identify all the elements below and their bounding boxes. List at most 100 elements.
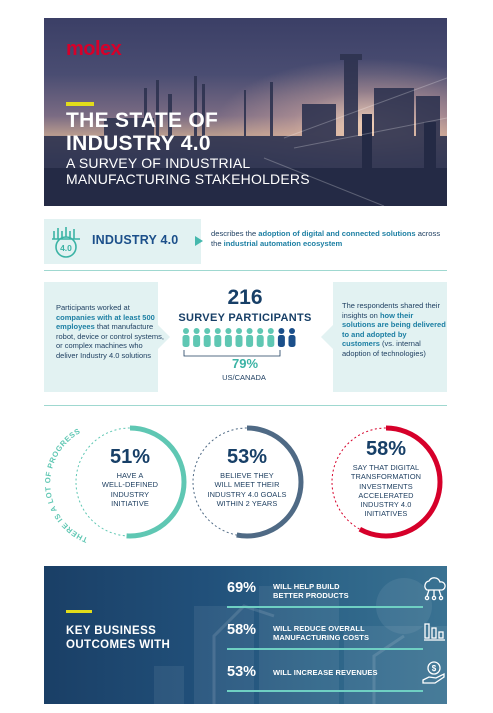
title-line-2: INDUSTRY 4.0: [66, 132, 211, 155]
progress-arc-label: THERE IS A LOT OF PROGRESS: [44, 426, 88, 544]
outcome-1-pct: 69%: [227, 580, 257, 596]
stat-1-value: 51%: [109, 446, 151, 468]
participants-text-2: that manufacture robot, device or contro…: [56, 322, 164, 360]
stat-3-line-4: ACCELERATED: [358, 490, 414, 500]
definition-bold-2: industrial automation ecosystem: [223, 239, 343, 248]
factory-icon-text: 4.0: [60, 243, 72, 253]
person-icon: [235, 328, 243, 347]
survey-section: Participants worked at companies with at…: [44, 282, 447, 392]
stat-2-caption: BELIEVE THEY WILL MEET THEIR INDUSTRY 4.…: [199, 471, 295, 508]
outcome-1-text: WILL HELP BUILD BETTER PRODUCTS: [273, 582, 413, 600]
participants-text-1: Participants worked at: [56, 303, 130, 312]
key-outcomes-panel: KEY BUSINESS OUTCOMES WITH 69% WILL HELP…: [44, 566, 447, 704]
molex-logo: molex: [66, 38, 122, 60]
stat-3-line-2: TRANSFORMATION: [350, 472, 422, 482]
outcomes-heading-line-1: KEY BUSINESS: [66, 625, 157, 637]
divider-1: [44, 270, 447, 271]
participants-box: [44, 282, 158, 392]
stat-3-line-5: INDUSTRY 4.0: [360, 500, 412, 510]
insights-box-pointer: [321, 325, 333, 349]
outcome-3-line-1: WILL INCREASE REVENUES: [273, 668, 378, 677]
ring-3-progress: [329, 425, 443, 539]
participants-text-bold: companies with at least 500 employees: [56, 312, 155, 332]
insights-text-1: The respondents shared their insights on: [342, 301, 440, 320]
outcome-2-line-1: WILL REDUCE OVERALL: [273, 624, 365, 633]
person-icon: [267, 328, 275, 347]
stat-1-line-2: WELL-DEFINED: [101, 480, 159, 490]
stat-3-value: 58%: [365, 438, 407, 460]
stat-3-line-3: INVESTMENTS: [359, 481, 413, 491]
person-icon: [203, 328, 211, 347]
industry-definition-text: describes the adoption of digital and co…: [211, 229, 451, 249]
cloud-network-icon: [424, 577, 446, 601]
stat-2-line-1: BELIEVE THEY: [220, 471, 274, 480]
region-label: US/CANADA: [222, 373, 266, 382]
outcome-3-underline: [227, 690, 423, 692]
stat-1-line-1: HAVE A: [116, 471, 144, 480]
participant-count: 216: [227, 286, 263, 309]
participants-people-icons: [182, 328, 296, 347]
falling-bar-chart-icon: [424, 623, 445, 641]
insights-box: [333, 282, 447, 392]
stat-1-line-3: INDUSTRY: [110, 489, 150, 499]
subtitle-line-2: MANUFACTURING STAKEHOLDERS: [66, 171, 310, 187]
definition-text-1: describes the: [211, 229, 259, 238]
outcomes-heading-line-2: OUTCOMES WITH: [66, 639, 171, 651]
ring-chart-1: [73, 425, 187, 539]
participant-count-label: SURVEY PARTICIPANTS: [178, 312, 312, 324]
outcome-3-pct: 53%: [227, 664, 257, 680]
definition-text-2: across the: [211, 229, 441, 248]
title-line-1: THE STATE OF: [66, 109, 219, 132]
title-accent-bar: [66, 102, 94, 106]
stat-2-line-2: WILL MEET THEIR: [214, 480, 280, 490]
insights-text-bold: how their solutions are being delivered …: [342, 310, 446, 349]
region-bracket: [183, 350, 281, 357]
person-icon: [277, 328, 285, 347]
outcome-item-2: 58% WILL REDUCE OVERALL MANUFACTURING CO…: [227, 622, 447, 650]
stat-1-line-4: INITIATIVE: [111, 498, 149, 508]
outcome-2-underline: [227, 648, 423, 650]
outcome-1-underline: [227, 606, 423, 608]
ring-2-progress: [190, 425, 304, 539]
outcome-2-pct: 58%: [227, 622, 257, 638]
outcomes-accent-bar: [66, 610, 92, 613]
outcome-2-line-2: MANUFACTURING COSTS: [273, 633, 370, 642]
person-icon: [182, 328, 190, 347]
outcome-1-line-2: BETTER PRODUCTS: [273, 591, 349, 600]
industry-label: INDUSTRY 4.0: [92, 233, 179, 247]
page-title: THE STATE OF INDUSTRY 4.0: [66, 109, 218, 155]
stat-3-line-1: SAY THAT DIGITAL: [352, 463, 420, 472]
insights-text: The respondents shared their insights on…: [342, 301, 446, 359]
person-icon: [214, 328, 222, 347]
outcome-1-line-1: WILL HELP BUILD: [273, 582, 340, 591]
stat-2-line-4: WITHIN 2 YEARS: [216, 498, 278, 508]
industrial-skyline-image: [44, 54, 447, 206]
insights-text-2: (vs. internal adoption of technologies): [342, 339, 426, 358]
play-arrow-icon: [195, 236, 203, 246]
divider-2: [44, 405, 447, 406]
stat-3-caption: SAY THAT DIGITAL TRANSFORMATION INVESTME…: [338, 463, 434, 519]
outcome-3-text: WILL INCREASE REVENUES: [273, 668, 413, 677]
stat-1-caption: HAVE A WELL-DEFINED INDUSTRY INITIATIVE: [82, 471, 178, 508]
outcome-item-3: 53% WILL INCREASE REVENUES $: [227, 661, 447, 692]
subtitle-line-1: A SURVEY OF INDUSTRIAL: [66, 155, 251, 171]
person-icon: [193, 328, 201, 347]
outcomes-heading: KEY BUSINESS OUTCOMES WITH: [66, 624, 170, 652]
participants-box-pointer: [158, 325, 170, 349]
participants-text: Participants worked at companies with at…: [56, 303, 164, 361]
outcome-item-1: 69% WILL HELP BUILD BETTER PRODUCTS: [227, 577, 447, 608]
industry-definition-row: 4.0 INDUSTRY 4.0 describes the adoption …: [44, 219, 447, 264]
person-icon: [224, 328, 232, 347]
stat-3-line-6: INITIATIVES: [364, 509, 408, 519]
stat-2-value: 53%: [226, 446, 268, 468]
definition-bold-1: adoption of digital and connected soluti…: [258, 229, 416, 238]
stat-2-line-3: INDUSTRY 4.0 GOALS: [207, 489, 287, 499]
person-icon: [246, 328, 254, 347]
region-percentage: 79%: [231, 356, 259, 371]
ring-1-progress: [73, 425, 187, 539]
progress-stats: THERE IS A LOT OF PROGRESS 51% HAVE A WE…: [44, 420, 447, 545]
factory-4.0-icon: 4.0: [52, 227, 80, 258]
person-icon: [288, 328, 296, 347]
person-icon: [256, 328, 264, 347]
page-subtitle: A SURVEY OF INDUSTRIAL MANUFACTURING STA…: [66, 155, 310, 187]
